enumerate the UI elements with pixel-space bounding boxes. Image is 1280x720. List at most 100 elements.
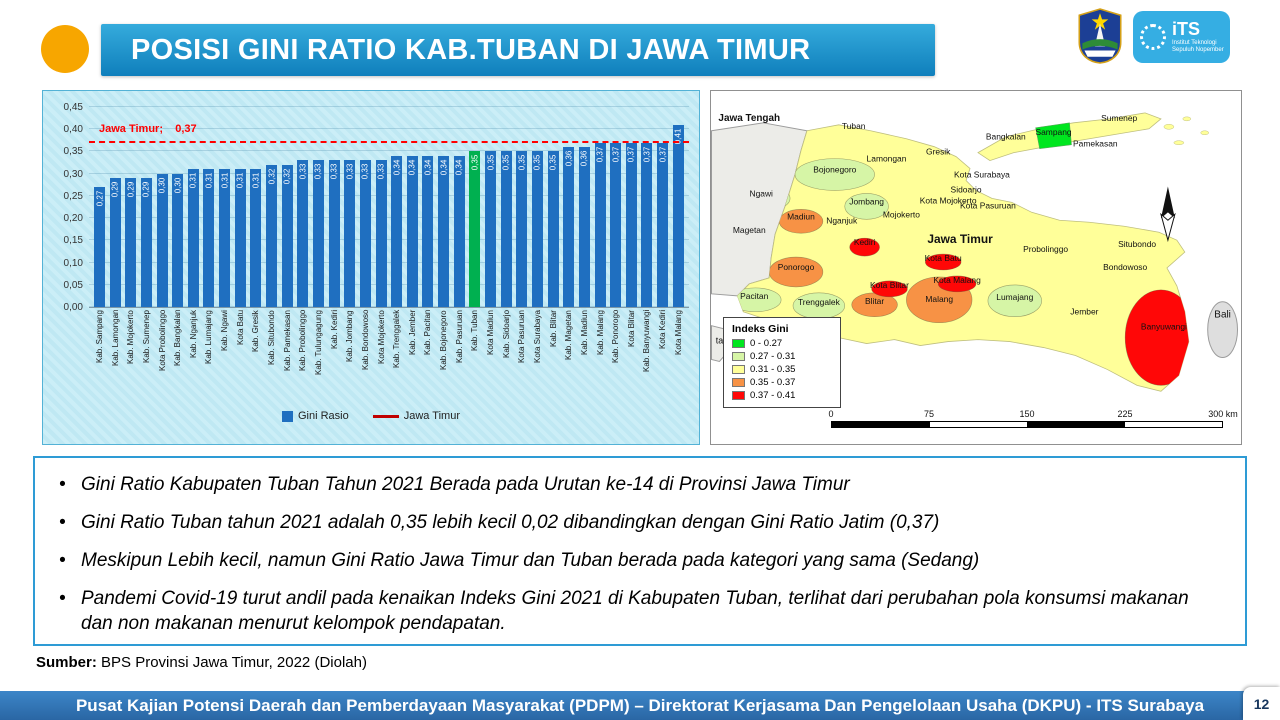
bar-kab-lamongan: 0,29 xyxy=(109,178,121,307)
map-legend-entry: 0 - 0.27 xyxy=(732,338,832,349)
legend-item: Jawa Timur xyxy=(372,410,460,422)
legend-label: Jawa Timur xyxy=(403,410,460,422)
bar-value-label: 0,27 xyxy=(95,190,104,207)
map-label-magetan: Magetan xyxy=(733,225,766,235)
x-axis-label: Kab. Situbondo xyxy=(267,310,277,365)
bar-kab-bangkalan: 0,30 xyxy=(172,173,184,307)
bar-kab-blitar: 0,35 xyxy=(547,151,559,307)
x-axis-label: Kota Pasuruan xyxy=(517,310,527,363)
bar-value-label: 0,35 xyxy=(470,155,480,171)
x-axis-label: Kab. Sidoarjo xyxy=(501,310,511,359)
bullet-item: Gini Ratio Tuban tahun 2021 adalah 0,35 … xyxy=(55,510,1225,535)
east-java-choropleth-map: Jawa Tengah Tuban Sumenep Bangkalan Sampang P… xyxy=(710,90,1242,445)
source-line: Sumber: BPS Provinsi Jawa Timur, 2022 (D… xyxy=(36,654,367,671)
x-axis-label: Kab. Magetan xyxy=(564,310,574,360)
map-label-kota-malang: Kota Malang xyxy=(933,275,981,285)
bar-value-label: 0,34 xyxy=(454,159,464,176)
map-label-blitar: Blitar xyxy=(865,296,884,306)
x-axis-label: Kab. Tuban xyxy=(470,310,480,351)
bar-kab-sidoarjo: 0,35 xyxy=(500,151,512,307)
x-axis-label: Kab. Bondowoso xyxy=(360,310,370,371)
bar-kota-kediri: 0,37 xyxy=(657,142,669,307)
east-java-landmass xyxy=(736,124,1190,392)
bar-kab-magetan: 0,36 xyxy=(563,147,575,307)
map-label-probolinggo: Probolinggo xyxy=(1023,244,1068,254)
bar-value-label: 0,31 xyxy=(204,172,214,189)
gridline xyxy=(89,172,689,174)
x-axis-label: Kab. Jombang xyxy=(345,310,355,362)
x-axis-label: Kota Surabaya xyxy=(532,310,542,363)
bar-kab-bojonegoro: 0,34 xyxy=(438,155,450,307)
map-legend-entry: 0.37 - 0.41 xyxy=(732,390,832,401)
bullet-item: Pandemi Covid-19 turut andil pada kenaik… xyxy=(55,586,1225,636)
bar-kab-pamekasan: 0,32 xyxy=(281,164,293,307)
x-axis-label: Kab. Pacitan xyxy=(423,310,433,356)
bar-kab-probolinggo: 0,33 xyxy=(297,160,309,307)
bar-kab-gresik: 0,31 xyxy=(250,169,262,307)
bullet-item: Gini Ratio Kabupaten Tuban Tahun 2021 Be… xyxy=(55,472,1225,497)
bar-value-label: 0,37 xyxy=(658,146,668,162)
bar-kab-tulungagung: 0,33 xyxy=(312,160,324,307)
bars: 0,27 0,29 0,29 0,29 0,30 0,30 0,31 0,31 0,31 0,31… xyxy=(89,107,689,307)
bar-value-label: 0,31 xyxy=(188,172,198,189)
map-legend-swatch xyxy=(732,391,745,400)
region-kota-batu xyxy=(924,253,962,271)
bar-value-label: 0,35 xyxy=(517,155,527,171)
map-label-ta: ta xyxy=(716,336,723,346)
title-bar: POSISI GINI RATIO KAB.TUBAN DI JAWA TIMU… xyxy=(101,24,935,76)
bar-value-label: 0,33 xyxy=(313,164,323,180)
bar-value-label: 0,29 xyxy=(126,181,136,198)
bar-kab-mojokerto: 0,29 xyxy=(125,178,137,307)
x-axis-label: Kab. Bangkalan xyxy=(173,310,183,367)
x-axis-label: Kab. Sumenep xyxy=(141,310,151,363)
legend-line-swatch xyxy=(372,414,399,418)
bar-value-label: 0,36 xyxy=(579,150,589,167)
bar-kota-malang: 0,41 xyxy=(672,124,684,307)
bali-region xyxy=(1207,301,1239,358)
plot-area: Jawa Timur; 0,37 0,27 0,29 0,29 0,29 0,30 0,3… xyxy=(89,106,689,308)
scale-tick-label: 75 xyxy=(923,409,935,419)
x-axis-label: Kab. Ponorogo xyxy=(611,310,621,364)
bar-value-label: 0,33 xyxy=(329,164,339,180)
map-label-pacitan: Pacitan xyxy=(740,291,768,301)
gridline xyxy=(89,150,689,152)
y-axis-tick: 0,00 xyxy=(63,302,83,313)
x-axis-label: Kota Batu xyxy=(235,310,245,346)
x-axis-label: Kab. Malang xyxy=(595,310,605,355)
x-axis-label: Kota Kediri xyxy=(658,310,668,350)
jatim-crest-logo xyxy=(1078,8,1122,69)
bar-kota-mojokerto: 0,33 xyxy=(375,160,387,307)
x-axis-label: Kab. Tulungagung xyxy=(313,310,323,375)
x-axis-label: Kab. Lumajang xyxy=(204,310,214,364)
region-pacitan xyxy=(737,287,782,313)
bar-kota-surabaya: 0,35 xyxy=(531,151,543,307)
bar-value-label: 0,30 xyxy=(173,177,183,193)
bar-kab-malang: 0,37 xyxy=(594,142,606,307)
bar-value-label: 0,33 xyxy=(345,164,355,180)
bar-kab-ngawi: 0,31 xyxy=(219,169,231,307)
y-axis-tick: 0,35 xyxy=(63,146,83,158)
map-label-kota-batu: Kota Batu xyxy=(925,253,962,263)
map-label-situbondo: Situbondo xyxy=(1118,239,1156,249)
region-kota-blitar xyxy=(871,280,908,298)
bar-value-label: 0,35 xyxy=(532,155,542,171)
its-gear-icon xyxy=(1140,24,1166,50)
map-label-kota-surabaya: Kota Surabaya xyxy=(954,170,1010,180)
bar-kab-bondowoso: 0,33 xyxy=(359,160,371,307)
bar-value-label: 0,34 xyxy=(407,159,417,176)
region-kota-malang xyxy=(937,275,977,293)
source-text: BPS Provinsi Jawa Timur, 2022 (Diolah) xyxy=(101,654,367,671)
map-label-sidoarjo: Sidoarjo xyxy=(951,184,982,194)
x-axis-label: Kab. Banyuwangi xyxy=(642,310,652,373)
bar-kab-nganjuk: 0,31 xyxy=(187,169,199,307)
map-label-gresik: Gresik xyxy=(926,147,951,157)
chart-area: 0,00 0,05 0,10 0,15 0,20 0,25 0,30 0,35 0,40 0,45… xyxy=(53,102,689,404)
accent-circle xyxy=(41,25,89,73)
bar-kab-trenggalek: 0,34 xyxy=(391,155,403,307)
map-legend-label: 0 - 0.27 xyxy=(750,338,783,349)
y-axis-tick: 0,45 xyxy=(63,102,83,113)
legend-item: Gini Rasio xyxy=(282,410,349,422)
map-label-lamongan: Lamongan xyxy=(867,154,907,164)
map-label-nganjuk: Nganjuk xyxy=(826,215,858,225)
bar-kab-lumajang: 0,31 xyxy=(203,169,215,307)
